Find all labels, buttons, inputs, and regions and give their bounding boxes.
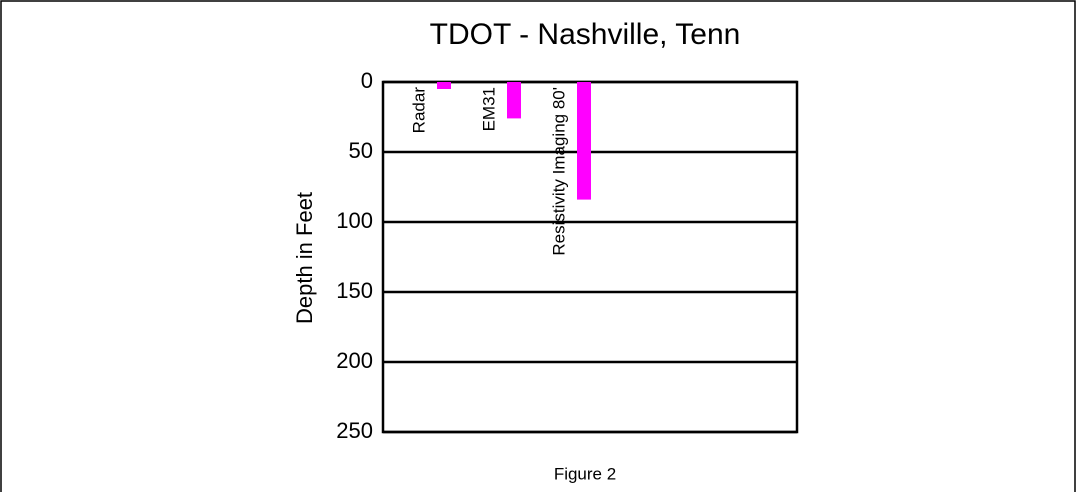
bar-label: EM31 [479, 87, 498, 131]
y-tick-label: 50 [349, 138, 373, 163]
bar-label: Resistivity Imaging 80' [549, 87, 568, 256]
bar [577, 82, 591, 200]
y-tick-label: 200 [336, 348, 373, 373]
bar [507, 82, 521, 119]
y-tick-label: 100 [336, 208, 373, 233]
bar-label: Radar [409, 87, 428, 134]
y-axis-label: Depth in Feet [292, 192, 317, 324]
bar [437, 82, 451, 89]
chart-title: TDOT - Nashville, Tenn [430, 18, 741, 51]
y-tick-label: 250 [336, 418, 373, 443]
caption: Figure 2 [554, 464, 616, 483]
y-tick-label: 0 [361, 68, 373, 93]
y-tick-label: 150 [336, 278, 373, 303]
